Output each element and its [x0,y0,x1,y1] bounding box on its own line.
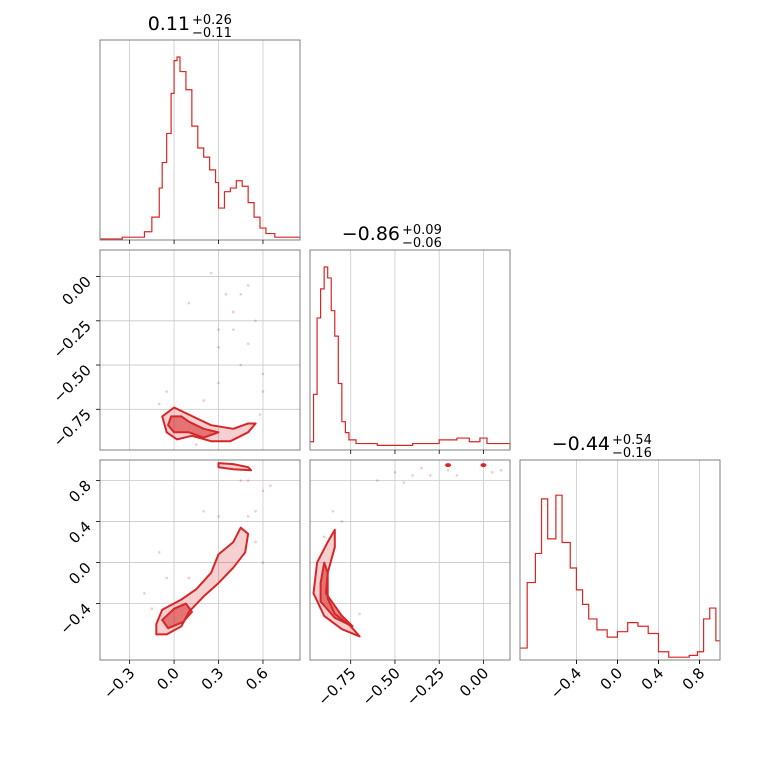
scatter-point-0-9 [165,390,168,393]
scatter-point-0-8 [254,319,257,323]
histogram-2 [520,494,720,658]
scatter-point-0-14 [239,292,243,296]
scatter-point-2-12 [420,466,423,470]
hist-frame-1 [309,249,511,451]
scatter-point-0-10 [202,399,206,402]
scatter-point-0-0 [187,301,191,305]
hist-title-value-2: −0.44 [552,433,610,455]
scatter-point-1-9 [150,607,154,611]
scatter-point-1-12 [217,515,220,518]
scatter-point-1-7 [187,576,191,580]
scatter-point-1-13 [165,576,168,580]
scatter-point-2-3 [499,468,503,472]
scatter-point-0-19 [258,413,262,416]
scatter-point-0-12 [232,310,235,314]
scatter-point-0-5 [246,284,250,287]
hist-frame-0 [99,39,301,241]
histogram-1 [310,266,511,449]
scatter-point-1-5 [143,592,146,595]
scatter-point-0-7 [261,372,265,376]
y-tick-label-2-3: 0.8 [65,477,95,507]
scatter-point-2-4 [429,474,432,477]
panel-frames [96,39,721,664]
panel-frame-2 [309,459,511,661]
hist-frame-2 [519,459,721,661]
scatter-point-0-3 [239,363,243,367]
scatter-point-2-13 [322,535,326,539]
x-tick-label-0-3: 0.6 [242,664,272,694]
scatter-point-1-11 [269,484,272,487]
x-tick-label-1-1: −0.50 [359,664,404,709]
scatter-point-1-14 [246,515,250,518]
y-tick-label-1-2: −0.25 [50,317,95,362]
x-tick-label-2-2: 0.4 [638,664,668,694]
scatter-point-2-1 [411,474,414,477]
scatter-point-1-3 [254,509,257,513]
scatter-point-0-4 [217,328,220,331]
scatter-point-1-4 [202,509,206,513]
x-tick-label-1-0: −0.75 [314,664,359,709]
y-tick-label-2-0: −0.4 [56,600,94,638]
grid-lines [100,40,700,660]
scatter-point-2-2 [446,468,450,472]
x-tick-label-0-0: −0.3 [100,664,138,702]
scatter-point-0-17 [157,402,161,406]
contour-spot-2-0 [445,463,452,468]
scatter-point-1-1 [261,489,265,493]
hist-title-plus-1: +0.09 [402,223,442,238]
scatter-point-0-2 [232,328,235,331]
scatter-point-0-13 [246,342,250,346]
scatter-point-0-1 [224,292,228,296]
contour-inner-0-1 [167,415,220,439]
contour-spot-2-1 [480,463,487,468]
x-tick-label-0-1: 0.0 [153,664,183,694]
y-tick-label-2-2: 0.4 [65,518,95,548]
scatter-point-0-18 [194,443,198,446]
hist-title-value-0: 0.11 [148,13,190,35]
contour-outer-1-2 [217,462,253,472]
x-tick-label-1-3: 0.00 [456,664,492,700]
x-tick-label-0-2: 0.3 [198,664,228,694]
x-tick-label-2-0: −0.4 [547,664,585,702]
scatter-point-1-0 [246,479,250,482]
x-tick-label-2-3: 0.8 [679,664,709,694]
labels: 0.11 +0.26−0.11−0.86 +0.09−0.06−0.44 +0.54−… [50,13,709,709]
x-tick-label-1-2: −0.25 [403,664,448,709]
hist-title-plus-0: +0.26 [192,13,232,28]
scatter-point-2-6 [340,520,344,523]
panel-frame-0 [99,249,301,451]
x-tick-label-2-1: 0.0 [597,664,627,694]
histogram-0 [100,56,301,240]
scatter-point-2-10 [491,471,494,474]
scatter-point-0-11 [209,271,213,275]
scatter-point-1-8 [254,540,257,544]
scatter-point-2-0 [375,479,379,482]
y-tick-label-1-3: 0.00 [58,273,94,309]
scatter-point-2-11 [393,471,397,474]
scatter-point-0-15 [217,381,220,385]
panel-frame-1 [99,459,301,661]
scatter-point-0-6 [217,346,220,349]
scatter-point-1-10 [239,479,243,482]
y-tick-label-1-0: −0.75 [50,405,95,450]
contour-inner-2-1 [319,561,354,628]
hist-title-minus-1: −0.06 [402,236,442,251]
scatter-point-2-8 [358,612,361,616]
scatter-point-2-9 [455,474,459,477]
hist-title-minus-0: −0.11 [192,26,232,41]
scatter-point-1-2 [157,551,161,554]
y-tick-label-2-1: 0.0 [65,559,95,589]
plot-marks [100,56,720,658]
hist-title-minus-2: −0.16 [612,446,652,461]
scatter-point-2-5 [402,481,406,484]
y-tick-label-1-1: −0.50 [50,361,95,406]
hist-title-value-1: −0.86 [342,223,400,245]
contour-inner-1-1 [161,602,193,630]
scatter-point-0-16 [261,390,265,393]
scatter-point-2-7 [331,509,335,513]
scatter-point-1-6 [261,561,265,564]
hist-title-plus-2: +0.54 [612,433,652,448]
